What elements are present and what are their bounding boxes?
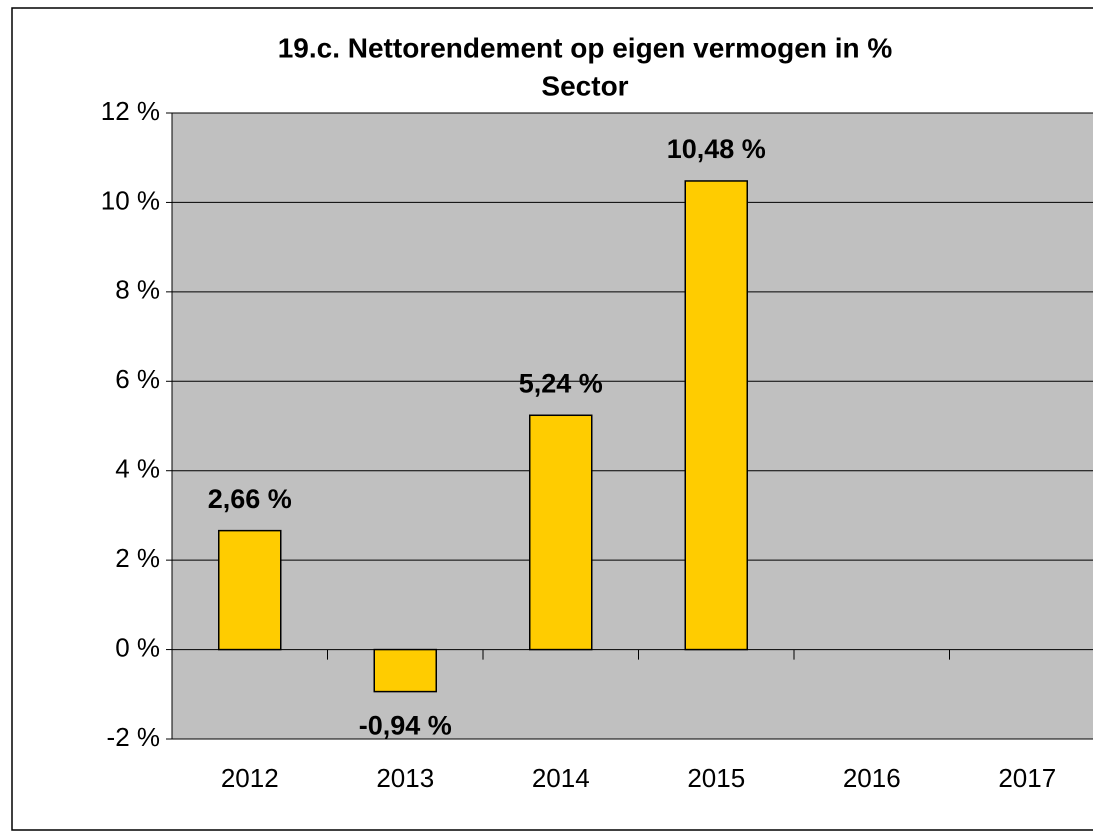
x-tick-label: 2015 — [687, 763, 745, 793]
plot-area — [171, 112, 1093, 740]
bar — [684, 180, 748, 651]
x-tick-label: 2012 — [221, 763, 279, 793]
y-tick-label: 10 % — [101, 185, 160, 215]
x-tick-label: 2014 — [532, 763, 590, 793]
value-label: 10,48 % — [667, 134, 766, 164]
value-label: 2,66 % — [208, 484, 292, 514]
y-tick-label: 8 % — [115, 275, 160, 305]
y-tick-label: -2 % — [107, 722, 160, 752]
bar — [373, 648, 437, 693]
chart-subtitle: Sector — [541, 70, 628, 101]
y-tick-label: 12 % — [101, 96, 160, 126]
y-tick-label: 0 % — [115, 632, 160, 662]
bar — [218, 529, 282, 651]
x-tick-label: 2017 — [998, 763, 1056, 793]
y-tick-label: 4 % — [115, 454, 160, 484]
chart-title: 19.c. Nettorendement op eigen vermogen i… — [278, 32, 893, 63]
x-tick-label: 2013 — [376, 763, 434, 793]
bar — [529, 414, 593, 651]
value-label: 5,24 % — [519, 368, 603, 398]
y-tick-label: 2 % — [115, 543, 160, 573]
y-tick-label: 6 % — [115, 364, 160, 394]
value-label: -0,94 % — [359, 711, 452, 741]
x-tick-label: 2016 — [843, 763, 901, 793]
